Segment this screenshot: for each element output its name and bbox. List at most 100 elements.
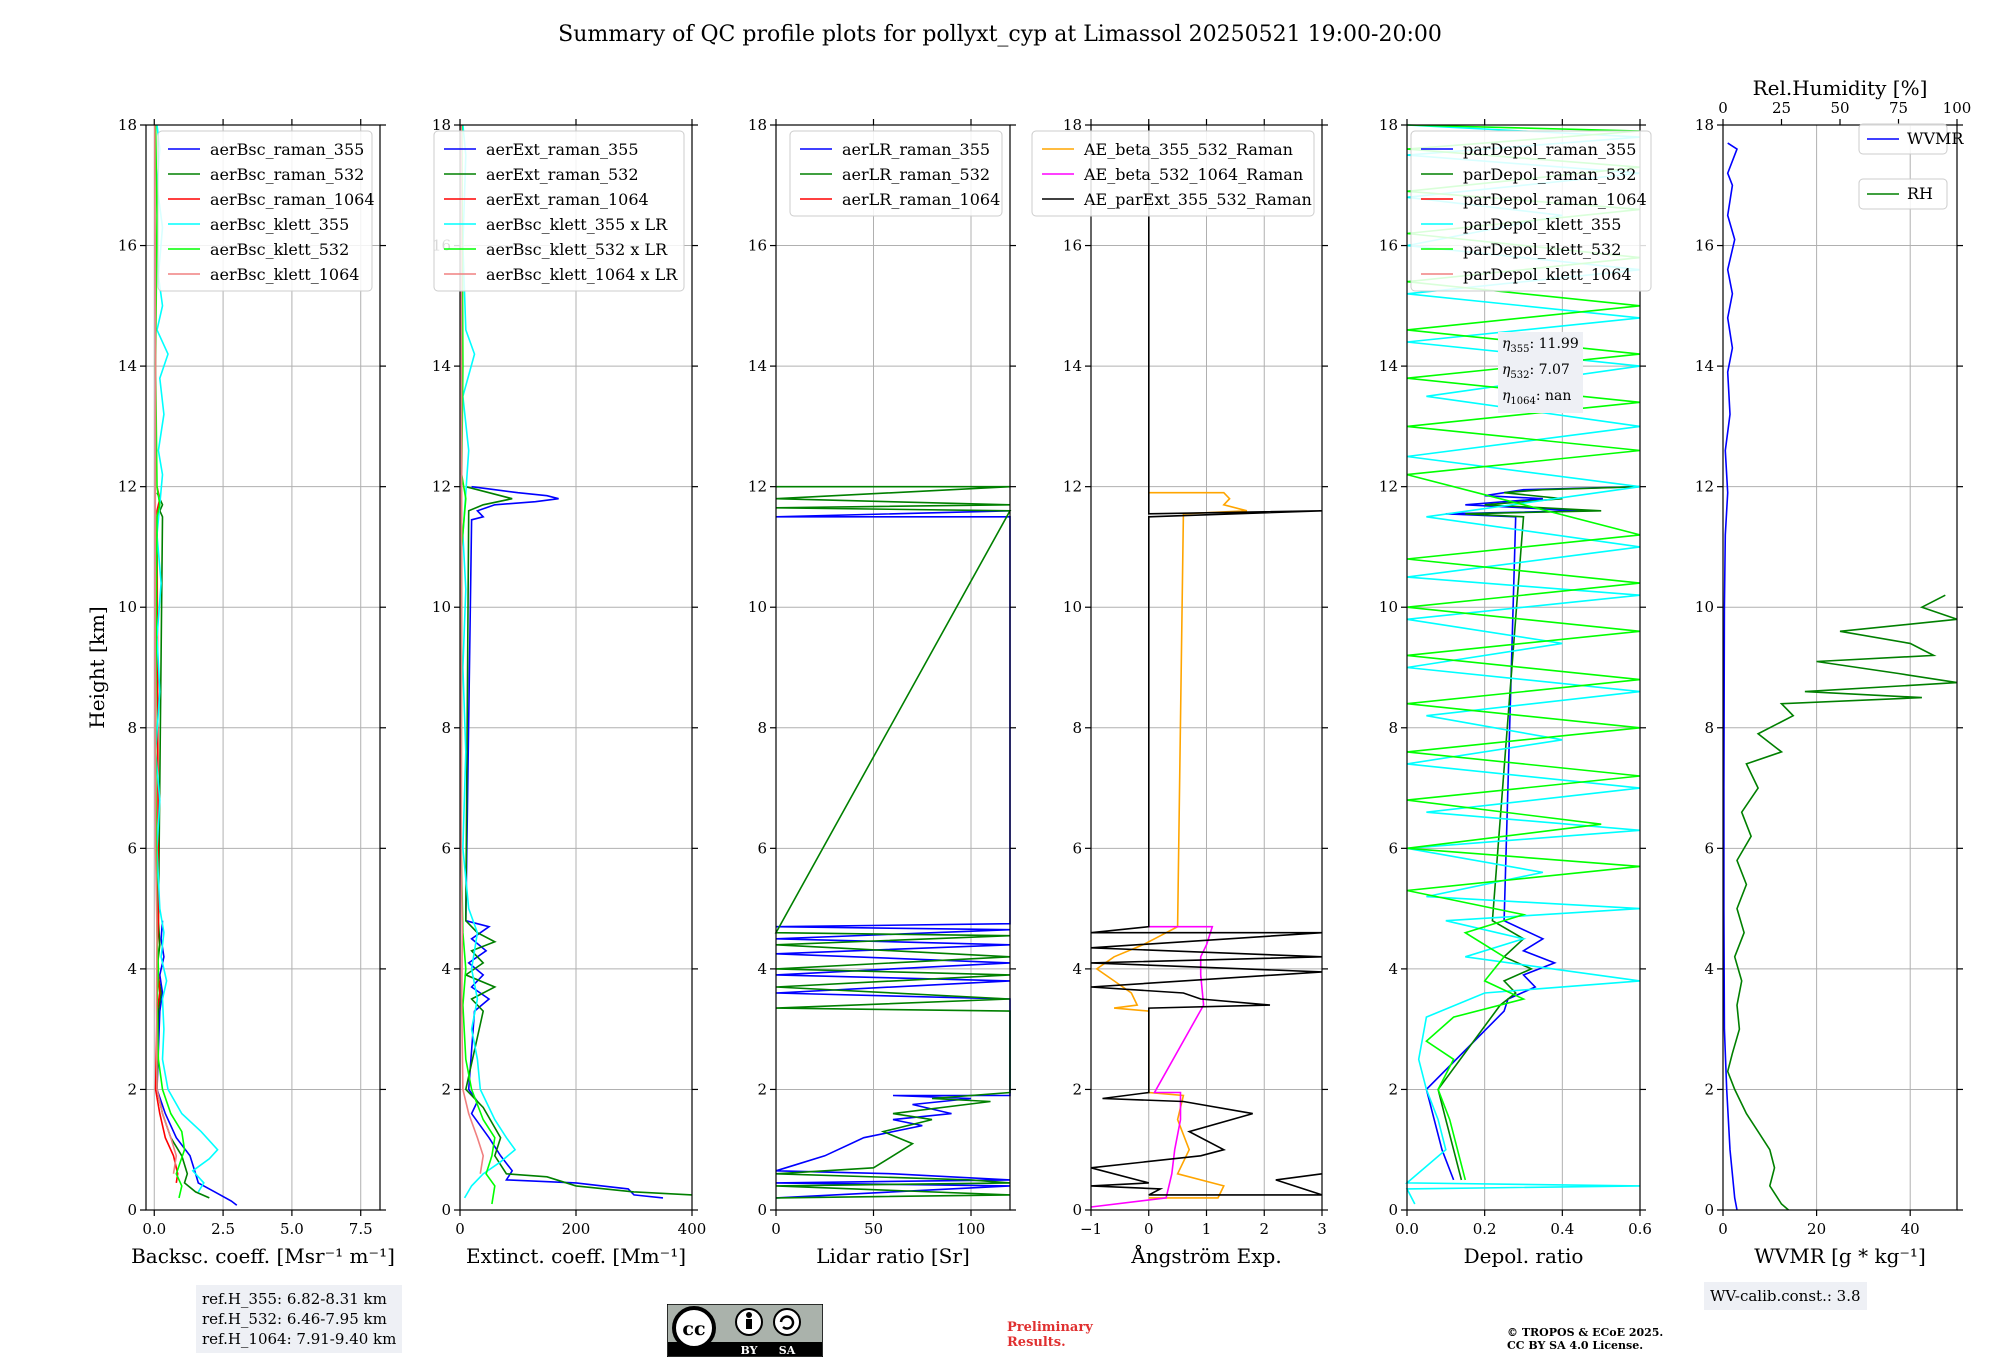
preliminary-line-2: Results. — [1007, 1335, 1066, 1350]
legend-entry-aerBsc_klett_1064 x LR: aerBsc_klett_1064 x LR — [486, 265, 678, 284]
y-tick-label: 0 — [441, 1201, 451, 1219]
y-tick-label: 18 — [748, 116, 767, 134]
legend-box — [1858, 123, 1948, 155]
series-line-AE_beta_355_532_Raman — [1095, 491, 1248, 1199]
x-tick-label: 0.0 — [1395, 1220, 1419, 1238]
legend-entry-aerBsc_raman_1064: aerBsc_raman_1064 — [210, 190, 375, 209]
y-tick-label: 12 — [1695, 478, 1714, 496]
top-x-tick-label: 0 — [1718, 99, 1728, 117]
x-tick-label: 0 — [1718, 1220, 1728, 1238]
legend-entry-aerExt_raman_355: aerExt_raman_355 — [486, 140, 639, 159]
copyright-line-1: © TROPOS & ECoE 2025. — [1507, 1326, 1664, 1339]
x-tick-label: 20 — [1807, 1220, 1826, 1238]
y-tick-label: 14 — [1695, 357, 1714, 375]
y-tick-label: 16 — [1379, 237, 1398, 255]
legend-entry-parDepol_klett_1064: parDepol_klett_1064 — [1463, 265, 1632, 284]
y-tick-label: 10 — [1695, 598, 1714, 616]
legend-box — [1410, 130, 1652, 292]
x-tick-label: 3 — [1317, 1220, 1327, 1238]
legend-entry-parDepol_klett_355: parDepol_klett_355 — [1463, 215, 1621, 234]
top-x-tick-label: 25 — [1772, 99, 1791, 117]
cc-by-sa-license-badge: cc BY SA — [667, 1304, 823, 1357]
legend-box — [789, 130, 1003, 217]
x-tick-label: 2.5 — [211, 1220, 235, 1238]
series-line-aerLR_raman_532 — [774, 485, 1012, 1199]
y-tick-label: 18 — [118, 116, 137, 134]
legend-entry-parDepol_klett_532: parDepol_klett_532 — [1463, 240, 1621, 259]
y-tick-label: 8 — [127, 719, 137, 737]
ref-height-532: ref.H_532: 6.46-7.95 km — [202, 1310, 387, 1328]
y-tick-label: 4 — [1704, 960, 1714, 978]
eta-532-label: 532 — [1510, 369, 1530, 381]
y-tick-label: 2 — [1388, 1080, 1398, 1098]
figure-title: Summary of QC profile plots for pollyxt_… — [558, 22, 1442, 47]
y-tick-label: 18 — [432, 116, 451, 134]
legend-box — [1031, 130, 1315, 217]
y-tick-label: 0 — [1704, 1201, 1714, 1219]
series-line-WVMR — [1723, 142, 1738, 1211]
legend-entry-parDepol_raman_355: parDepol_raman_355 — [1463, 140, 1636, 159]
y-tick-label: 6 — [757, 839, 767, 857]
y-tick-label: 2 — [441, 1080, 451, 1098]
legend-entry-AE_beta_532_1064_Raman: AE_beta_532_1064_Raman — [1083, 165, 1303, 184]
x-tick-label: 0.4 — [1550, 1220, 1574, 1238]
legend-entry-aerLR_raman_532: aerLR_raman_532 — [842, 165, 990, 184]
eta-1064-value: : nan — [1535, 387, 1572, 404]
y-axis-label: Height [km] — [85, 606, 109, 728]
x-tick-label: 5.0 — [280, 1220, 304, 1238]
series-line-aerBsc_raman_355 — [156, 920, 238, 1206]
x-axis-label: Ångström Exp. — [1130, 1243, 1281, 1268]
eta-1064-label: 1064 — [1510, 395, 1536, 407]
series-line-RH — [1726, 594, 1958, 1211]
x-axis-label: WVMR [g * kg⁻¹] — [1754, 1244, 1926, 1268]
svg-text:cc: cc — [682, 1318, 705, 1340]
y-tick-label: 12 — [432, 478, 451, 496]
legend-entry-aerBsc_klett_355 x LR: aerBsc_klett_355 x LR — [486, 215, 668, 234]
legend-entry-aerBsc_klett_532 x LR: aerBsc_klett_532 x LR — [486, 240, 668, 259]
wv-calibration-box: WV-calib.const.: 3.8 — [1704, 1282, 1867, 1310]
y-tick-label: 8 — [757, 719, 767, 737]
cc-by-label: BY — [741, 1344, 758, 1357]
legend-box — [157, 130, 373, 292]
series-line-aerBsc_klett_355 x LR — [462, 124, 517, 1199]
preliminary-results-note: Preliminary Results. — [1007, 1320, 1093, 1350]
y-tick-label: 2 — [1072, 1080, 1082, 1098]
series-line-parDepol_raman_355 — [1425, 485, 1641, 1181]
cc-sa-label: SA — [779, 1344, 796, 1357]
y-tick-label: 6 — [127, 839, 137, 857]
legend-entry-aerBsc_klett_532: aerBsc_klett_532 — [210, 240, 349, 259]
x-tick-label: 0 — [1144, 1220, 1154, 1238]
legend-box — [1858, 178, 1948, 210]
series-line-aerBsc_klett_1064 — [154, 124, 178, 1174]
y-tick-label: 2 — [127, 1080, 137, 1098]
y-tick-label: 16 — [1063, 237, 1082, 255]
y-tick-label: 0 — [127, 1201, 137, 1219]
y-tick-label: 0 — [757, 1201, 767, 1219]
y-tick-label: 4 — [1072, 960, 1082, 978]
y-tick-label: 8 — [1072, 719, 1082, 737]
axes-frame — [145, 124, 381, 1211]
x-tick-label: 100 — [957, 1220, 986, 1238]
panel-lidar-ratio: 0 2 4 6 8 10 12 14 16 18 0 50 100 Lidar ratio [Sr] aer… — [748, 116, 1016, 1268]
axes-frame — [1722, 124, 1958, 1211]
legend-entry-parDepol_raman_532: parDepol_raman_532 — [1463, 165, 1636, 184]
series-line-aerBsc_klett_532 x LR — [460, 124, 496, 1205]
x-tick-label: 2 — [1259, 1220, 1269, 1238]
y-tick-label: 10 — [1063, 598, 1082, 616]
x-tick-label: 1 — [1202, 1220, 1212, 1238]
axes-frame — [775, 124, 1011, 1211]
legend-entry-aerExt_raman_532: aerExt_raman_532 — [486, 165, 639, 184]
copyright-note: © TROPOS & ECoE 2025. CC BY SA 4.0 Licen… — [1507, 1326, 1663, 1352]
legend-entry-AE_beta_355_532_Raman: AE_beta_355_532_Raman — [1083, 140, 1293, 159]
panel-depolarization: 0 2 4 6 8 10 12 14 16 18 0.0 0.2 0.4 0.6 Depol. ratio p… — [1379, 116, 1652, 1268]
x-tick-label: 200 — [562, 1220, 591, 1238]
y-tick-label: 0 — [1072, 1201, 1082, 1219]
y-tick-label: 18 — [1695, 116, 1714, 134]
eta-532-value: : 7.07 — [1529, 361, 1570, 378]
x-tick-label: −1 — [1080, 1220, 1102, 1238]
y-tick-label: 16 — [748, 237, 767, 255]
y-tick-label: 12 — [118, 478, 137, 496]
top-x-tick-label: 100 — [1943, 99, 1972, 117]
